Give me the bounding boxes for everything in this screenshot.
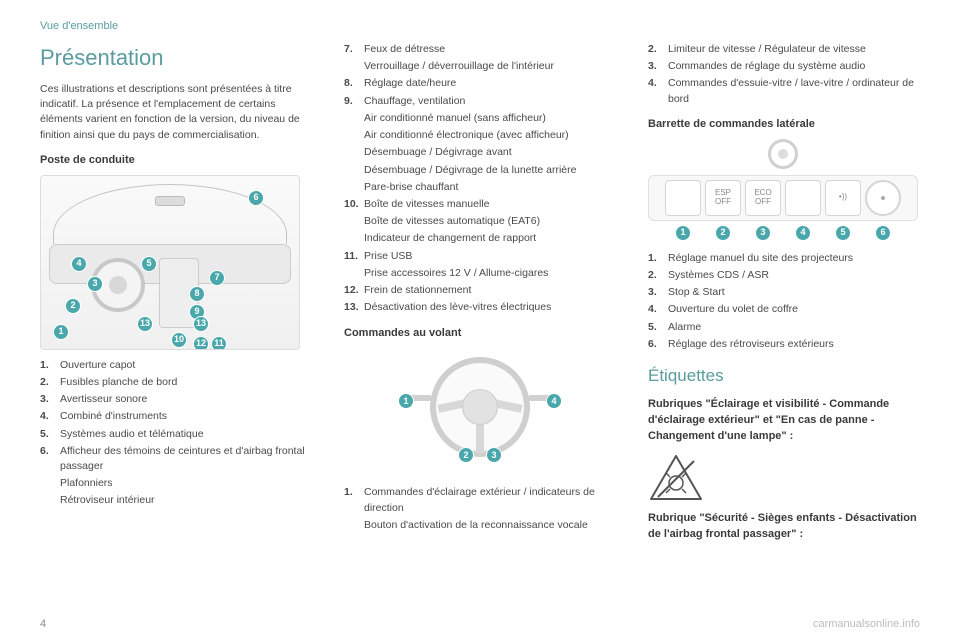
callout-badge: 13 [137, 316, 153, 332]
steering-mini-icon [768, 139, 798, 169]
list-item: 4.Commandes d'essuie-vitre / lave-vitre … [648, 76, 920, 106]
callout-badge: 3 [755, 225, 771, 241]
dashboard-illustration: 6453728191313101211 [40, 175, 300, 350]
column-3: 2.Limiteur de vitesse / Régulateur de vi… [648, 42, 920, 548]
warning-triangle-icon [648, 453, 704, 503]
list-subitem: Air conditionné manuel (sans afficheur) [344, 111, 616, 126]
control-button [785, 180, 821, 216]
list-item: 1.Réglage manuel du site des projecteurs [648, 251, 920, 266]
section-header: Vue d'ensemble [40, 20, 920, 32]
list-item: 5.Systèmes audio et télématique [40, 427, 312, 442]
callout-badge: 6 [248, 190, 264, 206]
callout-badge: 1 [398, 393, 414, 409]
callout-badge: 4 [795, 225, 811, 241]
mirror-knob [865, 180, 901, 216]
list-item: 6.Afficheur des témoins de ceintures et … [40, 444, 312, 474]
list-item: 1.Ouverture capot [40, 358, 312, 373]
column-2: 7.Feux de détresse Verrouillage / déverro… [344, 42, 616, 548]
column-1: Présentation Ces illustrations et descri… [40, 42, 312, 548]
list-item: 12.Frein de stationnement [344, 283, 616, 298]
list-item: 3.Commandes de réglage du système audio [648, 59, 920, 74]
control-button: ESP OFF [705, 180, 741, 216]
watermark: carmanualsonline.info [813, 618, 920, 630]
list-subitem: Plafonniers [40, 476, 312, 491]
list-item: 13.Désactivation des lève-vitres électri… [344, 300, 616, 315]
page-number: 4 [40, 618, 46, 630]
list-subitem: Désembuage / Dégivrage de la lunette arr… [344, 163, 616, 178]
intro-text: Ces illustrations et descriptions sont p… [40, 82, 312, 143]
callout-badge: 5 [141, 256, 157, 272]
control-button [665, 180, 701, 216]
page-title: Présentation [40, 42, 312, 74]
list-item: 4.Combiné d'instruments [40, 409, 312, 424]
rubrique-eclairage: Rubriques "Éclairage et visibilité - Com… [648, 397, 920, 445]
steering-wheel-illustration: 1 23 4 [390, 347, 570, 477]
heading-poste-conduite: Poste de conduite [40, 153, 312, 169]
list-subitem: Rétroviseur intérieur [40, 493, 312, 508]
list-item: 4.Ouverture du volet de coffre [648, 302, 920, 317]
callout-badge: 4 [71, 256, 87, 272]
list-subitem: Bouton d'activation de la reconnaissance… [344, 518, 616, 533]
list-subitem: Prise accessoires 12 V / Allume-cigares [344, 266, 616, 281]
callout-badge: 10 [171, 332, 187, 348]
control-button: •)) [825, 180, 861, 216]
callout-badge: 2 [458, 447, 474, 463]
list-commandes-volant-cont: 2.Limiteur de vitesse / Régulateur de vi… [648, 42, 920, 107]
callout-badge: 8 [189, 286, 205, 302]
list-poste-conduite: 1.Ouverture capot 2.Fusibles planche de b… [40, 358, 312, 475]
callout-badge: 3 [87, 276, 103, 292]
list-subitem: Indicateur de changement de rapport [344, 231, 616, 246]
list-item: 5.Alarme [648, 320, 920, 335]
callout-badge: 6 [875, 225, 891, 241]
list-poste-conduite-cont: 7.Feux de détresse Verrouillage / déverro… [344, 42, 616, 316]
heading-barrette-laterale: Barrette de commandes latérale [648, 117, 920, 133]
list-item: 3.Stop & Start [648, 285, 920, 300]
list-item: 8.Réglage date/heure [344, 76, 616, 91]
list-subitem: Air conditionné électronique (avec affic… [344, 128, 616, 143]
callout-badge: 12 [193, 336, 209, 350]
list-subitem: Désembuage / Dégivrage avant [344, 145, 616, 160]
list-subitem: Pare-brise chauffant [344, 180, 616, 195]
side-controls-illustration: ESP OFFECO OFF •)) 1 2 3 4 5 6 [648, 139, 918, 241]
list-item: 1.Commandes d'éclairage extérieur / indi… [344, 485, 616, 515]
callout-badge: 1 [675, 225, 691, 241]
list-item: 2.Limiteur de vitesse / Régulateur de vi… [648, 42, 920, 57]
heading-commandes-volant: Commandes au volant [344, 326, 616, 342]
heading-etiquettes: Étiquettes [648, 364, 920, 389]
list-item: 10.Boîte de vitesses manuelle [344, 197, 616, 212]
list-subitem: Verrouillage / déverrouillage de l'intér… [344, 59, 616, 74]
list-commandes-volant: 1.Commandes d'éclairage extérieur / indi… [344, 485, 616, 533]
control-button: ECO OFF [745, 180, 781, 216]
list-item: 6.Réglage des rétroviseurs extérieurs [648, 337, 920, 352]
list-subitem: Boîte de vitesses automatique (EAT6) [344, 214, 616, 229]
list-item: 7.Feux de détresse [344, 42, 616, 57]
callout-badge: 1 [53, 324, 69, 340]
callout-badge: 7 [209, 270, 225, 286]
list-item: 2.Systèmes CDS / ASR [648, 268, 920, 283]
rubrique-securite: Rubrique "Sécurité - Sièges enfants - Dé… [648, 511, 920, 543]
callout-badge: 5 [835, 225, 851, 241]
callout-badge: 2 [715, 225, 731, 241]
list-item: 9.Chauffage, ventilation [344, 94, 616, 109]
callout-badge: 3 [486, 447, 502, 463]
list-barrette-laterale: 1.Réglage manuel du site des projecteurs… [648, 251, 920, 352]
callout-badge: 4 [546, 393, 562, 409]
callout-badge: 11 [211, 336, 227, 350]
list-item: 3.Avertisseur sonore [40, 392, 312, 407]
callout-badge: 13 [193, 316, 209, 332]
callout-badge: 2 [65, 298, 81, 314]
list-item: 2.Fusibles planche de bord [40, 375, 312, 390]
list-item: 11.Prise USB [344, 249, 616, 264]
